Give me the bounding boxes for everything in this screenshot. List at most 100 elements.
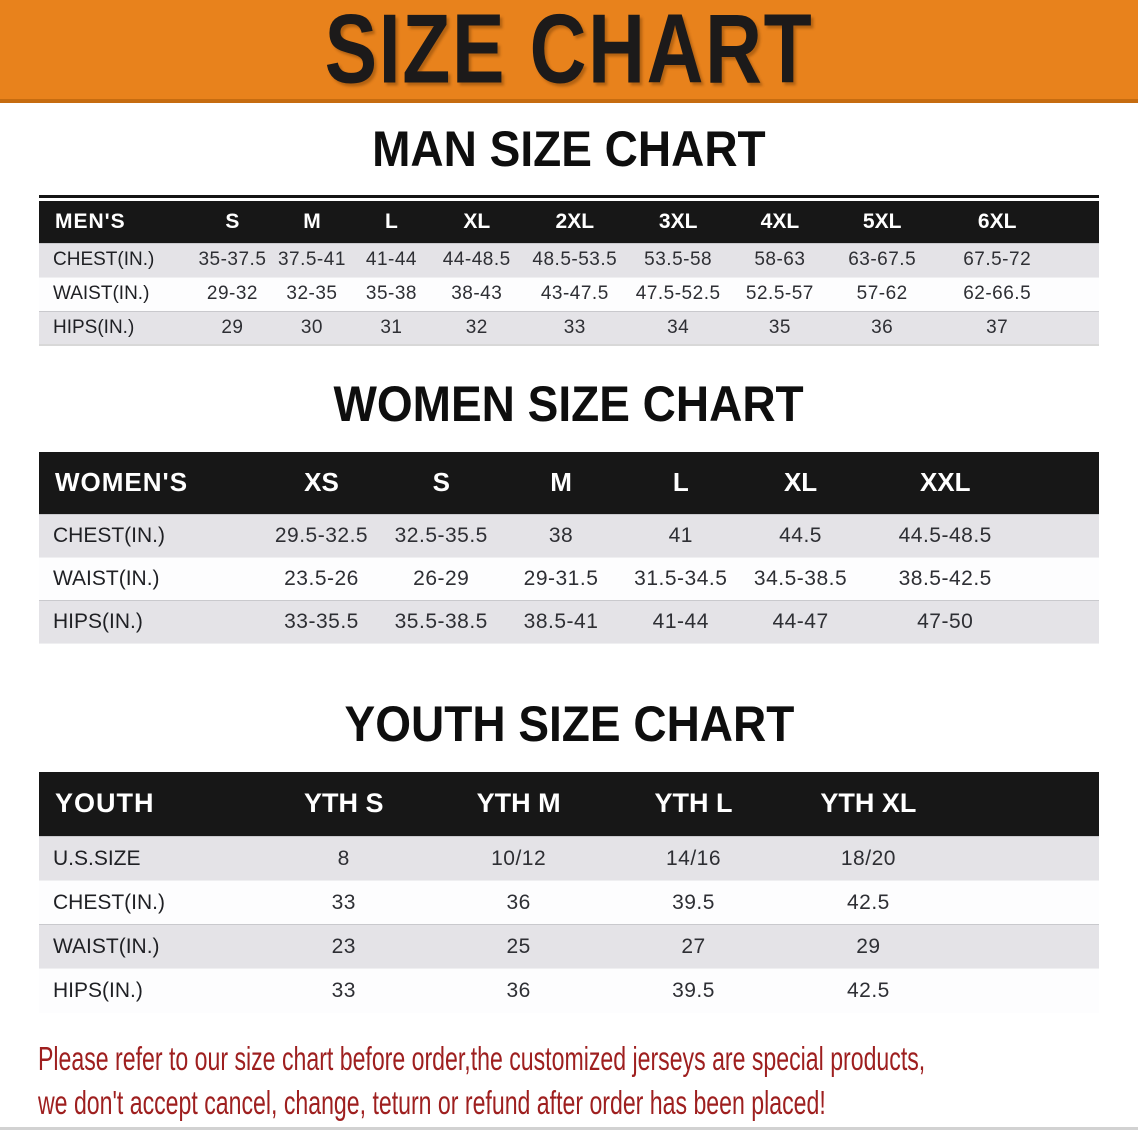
women-size-table: WOMEN'S XS S M L XL XXL CHEST(IN.) 29.5-32.5 32.5… [39, 452, 1099, 644]
measurement-value: 18/20 [780, 836, 956, 881]
women-section-title: WOMEN SIZE CHART [0, 374, 1138, 434]
measurement-value: 29 [192, 310, 273, 346]
size-table: WOMEN'S XS S M L XL XXL CHEST(IN.) 29.5-32.5 32.5… [39, 452, 1099, 644]
measurement-value: 31 [351, 310, 432, 346]
measurement-value: 35-38 [351, 277, 432, 311]
measurement-label: WAIST(IN.) [39, 924, 257, 969]
table-row: U.S.SIZE 8 10/12 14/16 18/20 [39, 836, 1099, 881]
women-section-title-text: WOMEN SIZE CHART [333, 376, 805, 432]
banner: SIZE CHART [0, 0, 1138, 103]
table-row: WAIST(IN.) 23.5-26 26-29 29-31.5 31.5-34.5 34… [39, 557, 1099, 600]
size-column-header: XS [261, 452, 382, 514]
measurement-value: 41-44 [351, 242, 432, 278]
disclaimer: Please refer to our size chart before or… [38, 1037, 1138, 1125]
measurement-value: 38 [501, 513, 621, 558]
men-size-table: MEN'S S M L XL 2XL 3XL 4XL 5XL 6XL CHEST(IN.) 35-37… [39, 195, 1099, 346]
women-section: WOMEN SIZE CHART WOMEN'S XS S M L XL XXL CHEST(… [0, 374, 1138, 644]
bottom-divider [0, 1127, 1138, 1130]
measurement-value: 44.5-48.5 [860, 513, 1031, 558]
measurement-label: WAIST(IN.) [39, 277, 193, 311]
measurement-value: 33-35.5 [261, 599, 382, 644]
measurement-value: 27 [606, 924, 781, 969]
measurement-value: 29 [780, 924, 956, 969]
measurement-value: 36 [830, 310, 934, 346]
measurement-value: 29.5-32.5 [261, 513, 382, 558]
row-filler [955, 924, 1099, 969]
row-filler [1030, 513, 1099, 558]
measurement-value: 42.5 [780, 968, 956, 1013]
measurement-value: 36 [431, 880, 607, 925]
measurement-value: 34 [627, 310, 730, 346]
measurement-value: 53.5-58 [627, 242, 730, 278]
size-column-header: S [192, 201, 273, 243]
size-column-header: YTH XL [780, 771, 956, 837]
measurement-value: 37 [933, 310, 1061, 346]
size-column-header: 5XL [830, 201, 934, 243]
measurement-value: 8 [256, 836, 432, 881]
measurement-value: 38.5-41 [501, 599, 621, 644]
row-filler [955, 968, 1099, 1013]
measurement-value: 48.5-53.5 [522, 242, 628, 278]
table-row: CHEST(IN.) 35-37.5 37.5-41 41-44 44-48.5 48.5… [39, 242, 1099, 278]
measurement-value: 33 [522, 310, 628, 346]
measurement-value: 42.5 [780, 880, 956, 925]
measurement-label: CHEST(IN.) [39, 880, 257, 925]
measurement-value: 39.5 [606, 880, 781, 925]
table-row: CHEST(IN.) 33 36 39.5 42.5 [39, 880, 1099, 925]
measurement-value: 52.5-57 [729, 277, 831, 311]
men-section-title-text: MAN SIZE CHART [372, 121, 766, 177]
measurement-value: 32 [431, 310, 523, 346]
measurement-value: 62-66.5 [933, 277, 1061, 311]
measurement-value: 37.5-41 [272, 242, 352, 278]
measurement-value: 35.5-38.5 [381, 599, 502, 644]
measurement-value: 63-67.5 [830, 242, 934, 278]
men-section: MAN SIZE CHART MEN'S S M L XL 2XL 3XL 4XL 5XL 6XL… [0, 119, 1138, 346]
table-header-row: MEN'S S M L XL 2XL 3XL 4XL 5XL 6XL [39, 201, 1099, 243]
size-column-header: M [272, 201, 352, 243]
header-filler [955, 771, 1099, 837]
measurement-value: 34.5-38.5 [740, 557, 861, 600]
measurement-value: 31.5-34.5 [620, 557, 741, 600]
table-header-label: WOMEN'S [39, 452, 262, 514]
size-column-header: YTH M [431, 771, 607, 837]
row-filler [1060, 242, 1099, 278]
measurement-label: U.S.SIZE [39, 836, 257, 881]
header-filler [1030, 452, 1099, 514]
size-column-header: XL [740, 452, 861, 514]
measurement-value: 67.5-72 [933, 242, 1061, 278]
banner-title: SIZE CHART [324, 0, 814, 104]
measurement-value: 29-31.5 [501, 557, 621, 600]
table-row: HIPS(IN.) 29 30 31 32 33 34 35 36 37 [39, 310, 1099, 346]
table-header-label: MEN'S [39, 201, 193, 243]
measurement-value: 47.5-52.5 [627, 277, 730, 311]
size-column-header: 6XL [933, 201, 1061, 243]
table-header-row: WOMEN'S XS S M L XL XXL [39, 452, 1099, 514]
youth-section-title-text: YOUTH SIZE CHART [344, 695, 794, 752]
measurement-value: 41-44 [620, 599, 741, 644]
table-row: HIPS(IN.) 33-35.5 35.5-38.5 38.5-41 41-44 44-… [39, 599, 1099, 644]
disclaimer-line-2: we don't accept cancel, change, teturn o… [38, 1083, 826, 1121]
measurement-label: HIPS(IN.) [39, 310, 193, 346]
row-filler [955, 880, 1099, 925]
size-table: MEN'S S M L XL 2XL 3XL 4XL 5XL 6XL CHEST(IN.) 35-37… [39, 201, 1099, 346]
table-row: HIPS(IN.) 33 36 39.5 42.5 [39, 968, 1099, 1013]
size-column-header: XXL [860, 452, 1031, 514]
measurement-value: 57-62 [830, 277, 934, 311]
measurement-label: HIPS(IN.) [39, 968, 257, 1013]
youth-section: YOUTH SIZE CHART YOUTH YTH S YTH M YTH L YTH… [0, 694, 1138, 1013]
row-filler [1030, 599, 1099, 644]
men-section-title: MAN SIZE CHART [0, 119, 1138, 179]
size-column-header: 3XL [627, 201, 730, 243]
size-column-header: M [501, 452, 621, 514]
size-column-header: S [381, 452, 502, 514]
measurement-value: 35-37.5 [192, 242, 273, 278]
disclaimer-line-1: Please refer to our size chart before or… [38, 1039, 926, 1077]
measurement-value: 43-47.5 [522, 277, 628, 311]
measurement-value: 35 [729, 310, 831, 346]
size-column-header: L [351, 201, 432, 243]
size-column-header: 4XL [729, 201, 831, 243]
measurement-value: 39.5 [606, 968, 781, 1013]
table-header-row: YOUTH YTH S YTH M YTH L YTH XL [39, 771, 1099, 837]
measurement-value: 41 [620, 513, 741, 558]
measurement-value: 23.5-26 [261, 557, 382, 600]
